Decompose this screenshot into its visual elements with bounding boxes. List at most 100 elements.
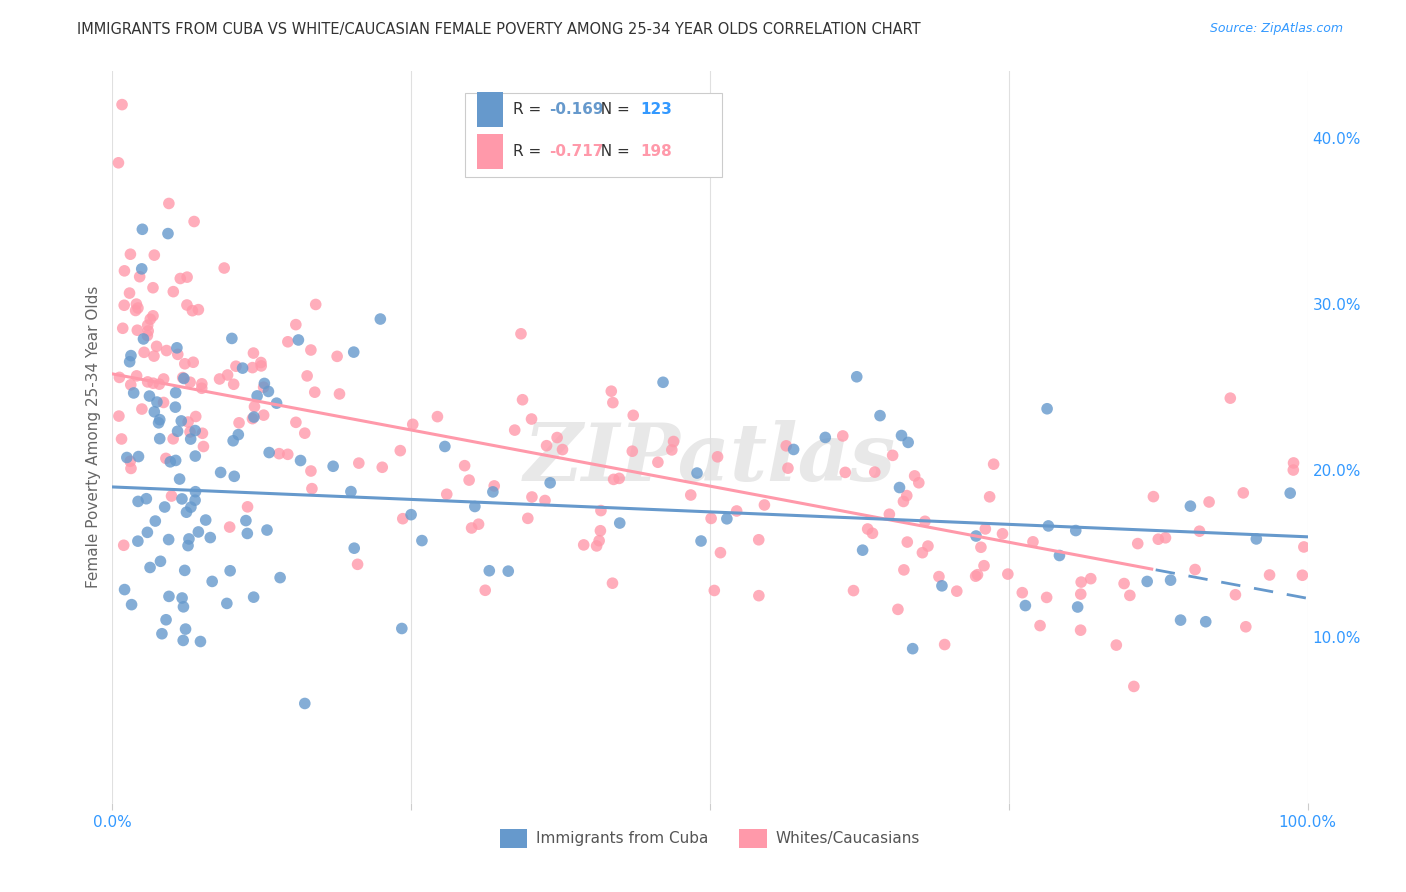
Point bbox=[1184, 562, 1206, 576]
Point bbox=[965, 569, 987, 583]
Point bbox=[474, 583, 496, 598]
Point bbox=[661, 442, 683, 457]
Point bbox=[243, 410, 266, 425]
Point bbox=[184, 449, 207, 463]
Point bbox=[946, 584, 969, 599]
Point bbox=[290, 453, 312, 467]
Text: 123: 123 bbox=[641, 102, 672, 117]
Point bbox=[1036, 401, 1059, 416]
Point bbox=[181, 355, 204, 369]
Point bbox=[1292, 540, 1315, 554]
Point bbox=[703, 583, 725, 598]
Point bbox=[520, 490, 543, 504]
Point bbox=[194, 513, 217, 527]
Point bbox=[775, 439, 797, 453]
Point bbox=[928, 569, 950, 583]
Point bbox=[551, 442, 574, 457]
Point bbox=[436, 487, 458, 501]
Point bbox=[852, 543, 875, 558]
Point bbox=[139, 560, 162, 574]
Point bbox=[510, 326, 533, 341]
Point bbox=[911, 546, 934, 560]
Point bbox=[208, 372, 231, 386]
Point bbox=[1195, 615, 1218, 629]
Point bbox=[228, 427, 250, 442]
Point bbox=[458, 473, 481, 487]
Point bbox=[170, 414, 193, 428]
Point bbox=[1219, 391, 1241, 405]
Point bbox=[322, 459, 344, 474]
Point bbox=[174, 622, 197, 636]
Point bbox=[1070, 587, 1092, 601]
Point bbox=[879, 507, 901, 521]
Point bbox=[1035, 591, 1057, 605]
Point bbox=[520, 412, 543, 426]
Point bbox=[253, 376, 276, 391]
Point bbox=[621, 409, 644, 423]
Point bbox=[145, 339, 167, 353]
Point bbox=[294, 697, 316, 711]
Point bbox=[169, 472, 191, 486]
Point bbox=[391, 622, 413, 636]
Point bbox=[125, 297, 148, 311]
Point bbox=[889, 481, 911, 495]
Point bbox=[256, 523, 278, 537]
Point bbox=[538, 475, 561, 490]
Point bbox=[890, 428, 912, 442]
Point bbox=[1126, 536, 1149, 550]
Text: -0.717: -0.717 bbox=[548, 144, 603, 159]
Point bbox=[269, 447, 291, 461]
Point bbox=[536, 439, 558, 453]
Point bbox=[191, 426, 214, 441]
Point bbox=[1066, 600, 1088, 615]
Point bbox=[148, 416, 170, 430]
Point bbox=[516, 511, 538, 525]
Point bbox=[834, 466, 856, 480]
Point bbox=[371, 460, 394, 475]
Point bbox=[534, 493, 557, 508]
Point bbox=[776, 461, 799, 475]
Point bbox=[284, 318, 307, 332]
Point bbox=[122, 386, 145, 401]
Point bbox=[242, 360, 264, 375]
Point bbox=[173, 371, 195, 385]
Point bbox=[135, 491, 157, 506]
Point bbox=[173, 563, 195, 577]
Point bbox=[143, 248, 166, 262]
Point bbox=[108, 409, 131, 423]
Point bbox=[187, 524, 209, 539]
Point bbox=[690, 534, 713, 549]
Point bbox=[187, 302, 209, 317]
Point bbox=[896, 489, 918, 503]
Point bbox=[131, 261, 153, 276]
Point bbox=[399, 508, 422, 522]
Point bbox=[155, 343, 177, 358]
Point bbox=[125, 368, 148, 383]
Point bbox=[914, 514, 936, 528]
Point bbox=[177, 532, 200, 546]
Point bbox=[110, 432, 132, 446]
Point bbox=[139, 312, 162, 326]
Point bbox=[236, 526, 259, 541]
Point bbox=[512, 392, 534, 407]
Point bbox=[901, 641, 924, 656]
Point bbox=[180, 432, 202, 446]
Point bbox=[217, 368, 239, 382]
Point bbox=[1279, 486, 1302, 500]
Point bbox=[184, 424, 207, 438]
Point bbox=[120, 377, 142, 392]
Point bbox=[600, 384, 623, 399]
Point bbox=[136, 525, 159, 540]
Point bbox=[136, 375, 159, 389]
Point bbox=[1029, 618, 1052, 632]
Point bbox=[304, 385, 326, 400]
Point bbox=[128, 450, 150, 464]
Point bbox=[934, 638, 956, 652]
Point bbox=[190, 634, 212, 648]
Point bbox=[1180, 499, 1202, 513]
Point bbox=[503, 423, 526, 437]
Point bbox=[177, 539, 200, 553]
Point bbox=[294, 426, 316, 441]
Point bbox=[131, 222, 153, 236]
Point bbox=[166, 347, 188, 361]
